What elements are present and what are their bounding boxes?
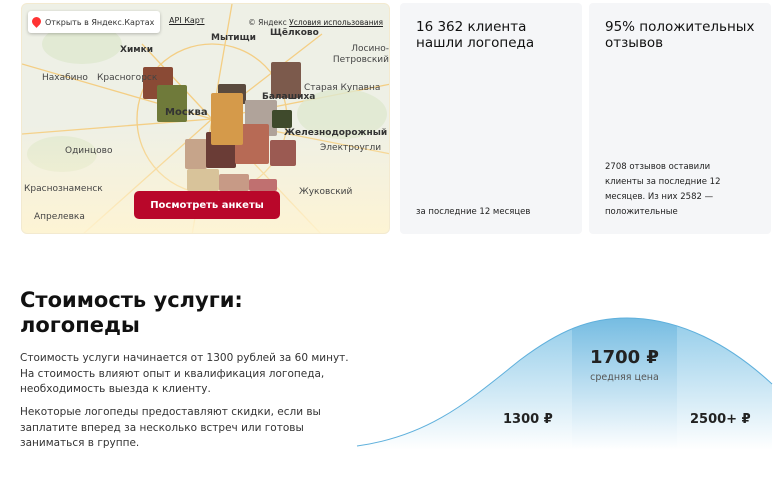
specialist-photo[interactable] [185,139,207,169]
specialist-photo[interactable] [249,179,277,191]
stat-footnote: за последние 12 месяцев [416,207,531,217]
view-profiles-button[interactable]: Посмотреть анкеты [134,191,280,219]
min-price: 1300 ₽ [503,412,553,427]
stat-card-reviews: 95% положительных отзывов 2708 отзывов о… [589,3,771,234]
stat-card-clients: 16 362 клиента нашли логопеда за последн… [400,3,582,234]
pricing-discounts: Некоторые логопеды предоставляют скидки,… [20,406,321,449]
average-price-band [572,318,677,450]
stat-footnote: 2708 отзывов оставили клиенты за последн… [605,162,721,217]
specialist-photo[interactable] [272,110,292,128]
open-in-yandex-button[interactable]: Открыть в Яндекс.Картах [28,11,161,33]
map-copyright: © Яндекс Условия использования [248,18,383,27]
specialist-photo[interactable] [157,85,187,122]
specialist-photo[interactable] [271,62,301,98]
specialists-map[interactable]: Химки Мытищи Щёлково Лосино-Петровский Н… [21,3,390,234]
specialist-photo[interactable] [187,169,219,191]
average-price: 1700 ₽ [590,347,659,368]
specialist-photo[interactable] [219,174,249,191]
pricing-description: Стоимость услуги начинается от 1300 рубл… [20,352,349,395]
specialist-photo[interactable] [270,140,296,166]
map-pin-icon [32,17,41,28]
specialist-photo[interactable] [211,93,243,145]
terms-link[interactable]: Условия использования [289,18,383,27]
stat-title: 16 362 клиента нашли логопеда [416,19,535,51]
api-maps-link[interactable]: API Карт [169,16,205,25]
section-title: Стоимость услуги: логопеды [20,288,243,337]
max-price: 2500+ ₽ [690,412,751,427]
average-price-label: средняя цена [590,372,659,383]
stat-title: 95% положительных отзывов [605,19,755,51]
